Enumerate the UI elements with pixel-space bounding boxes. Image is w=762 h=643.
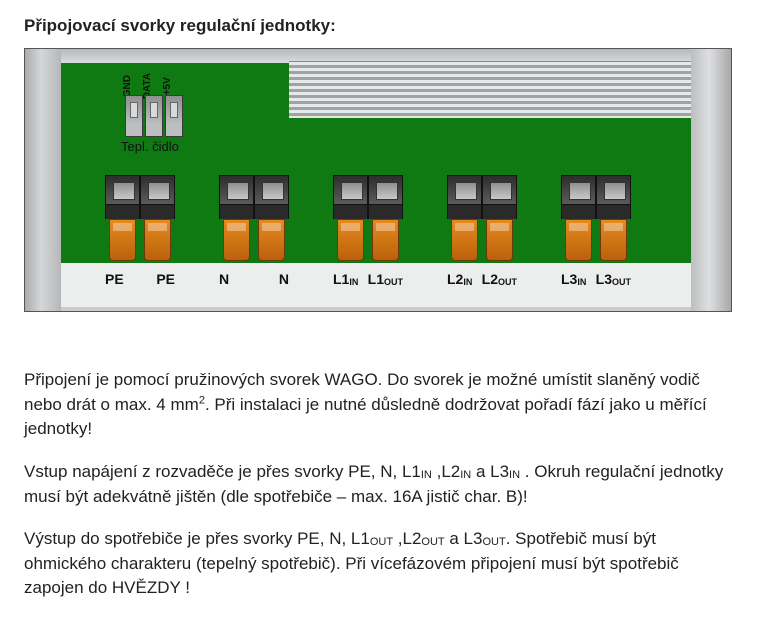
temperature-sensor-connector: GND DATA +5V Tepl. čidlo — [123, 81, 211, 159]
enclosure-left — [25, 49, 61, 311]
terminal-block-l1 — [333, 175, 403, 261]
sensor-slot — [165, 95, 183, 137]
terminal-block-n — [219, 175, 289, 261]
body-text: Připojení je pomocí pružinových svorek W… — [24, 368, 738, 601]
label-right: L2 — [482, 271, 498, 287]
terminal-label-strip: PE PE N N L1IN L1OUT L2IN L2OUT L3IN L — [61, 263, 691, 307]
terminal-label-pe: PE PE — [105, 271, 175, 287]
label-left: PE — [105, 271, 124, 287]
paragraph-1: Připojení je pomocí pružinových svorek W… — [24, 368, 738, 442]
page: Připojovací svorky regulační jednotky: G… — [0, 0, 762, 643]
paragraph-3: Výstup do spotřebiče je přes svorky PE, … — [24, 527, 738, 601]
terminal-label-l3: L3IN L3OUT — [561, 271, 631, 287]
terminal-label-l1: L1IN L1OUT — [333, 271, 403, 287]
terminal-block-l3 — [561, 175, 631, 261]
terminal-row — [105, 175, 631, 261]
sensor-slot-row — [125, 95, 183, 137]
sensor-slot — [125, 95, 143, 137]
label-left: L1 — [333, 271, 349, 287]
terminal-label-l2: L2IN L2OUT — [447, 271, 517, 287]
section-heading: Připojovací svorky regulační jednotky: — [24, 16, 738, 36]
terminal-block-l2 — [447, 175, 517, 261]
label-left: N — [219, 271, 229, 287]
terminal-label-n: N N — [219, 271, 289, 287]
sensor-slot — [145, 95, 163, 137]
label-left: L2 — [447, 271, 463, 287]
label-right: L1 — [368, 271, 384, 287]
label-right: PE — [156, 271, 175, 287]
terminal-labels: PE PE N N L1IN L1OUT L2IN L2OUT L3IN L — [105, 271, 631, 287]
pcb-board: GND DATA +5V Tepl. čidlo — [61, 63, 691, 263]
enclosure-right — [691, 49, 731, 311]
terminal-diagram: GND DATA +5V Tepl. čidlo — [24, 48, 732, 312]
label-right: N — [279, 271, 289, 287]
label-left: L3 — [561, 271, 577, 287]
terminal-block-pe — [105, 175, 175, 261]
paragraph-2: Vstup napájení z rozvaděče je přes svork… — [24, 460, 738, 509]
heatsink — [289, 61, 691, 118]
sensor-caption: Tepl. čidlo — [121, 139, 179, 154]
label-right: L3 — [596, 271, 612, 287]
